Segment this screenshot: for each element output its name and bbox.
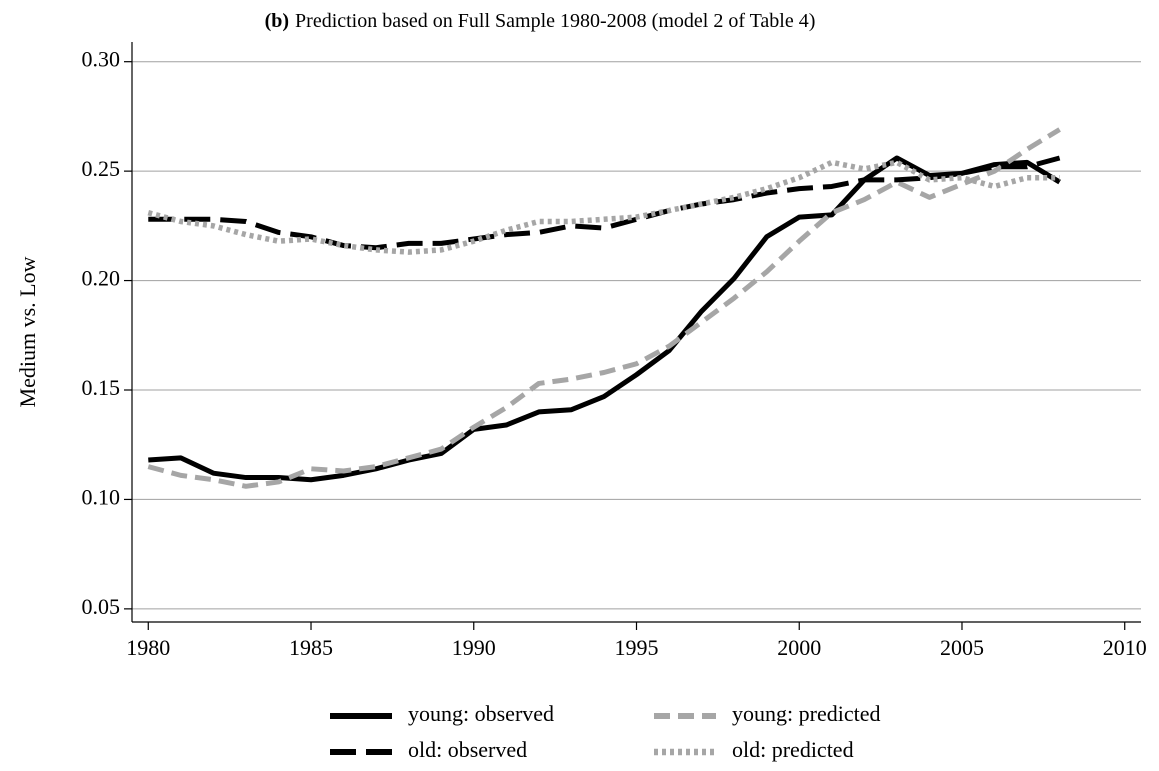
legend-label: young: predicted	[732, 701, 880, 726]
series-line	[147, 159, 1060, 255]
legend-label: old: observed	[408, 737, 527, 762]
x-tick-label: 1980	[126, 635, 170, 660]
y-tick-label: 0.10	[82, 484, 121, 509]
x-tick-label: 2010	[1103, 635, 1147, 660]
legend-label: young: observed	[408, 701, 554, 726]
title-text: Prediction based on Full Sample 1980-200…	[295, 10, 815, 32]
y-tick-label: 0.25	[82, 156, 121, 181]
chart-title: (b) Prediction based on Full Sample 1980-…	[265, 10, 816, 32]
series-line	[148, 155, 1061, 483]
y-tick-label: 0.30	[82, 47, 121, 72]
x-tick-label: 1995	[615, 635, 659, 660]
x-tick-label: 2000	[777, 635, 821, 660]
x-tick-label: 2005	[940, 635, 984, 660]
legend-label: old: predicted	[732, 737, 854, 762]
series-line	[148, 155, 1061, 251]
panel-label: (b)	[265, 10, 289, 32]
x-tick-label: 1990	[452, 635, 496, 660]
y-axis-label: Medium vs. Low	[15, 256, 40, 407]
y-tick-label: 0.05	[82, 594, 121, 619]
x-tick-label: 1985	[289, 635, 333, 660]
series-line	[147, 127, 1061, 489]
y-tick-label: 0.20	[82, 266, 121, 291]
y-tick-label: 0.15	[82, 375, 121, 400]
